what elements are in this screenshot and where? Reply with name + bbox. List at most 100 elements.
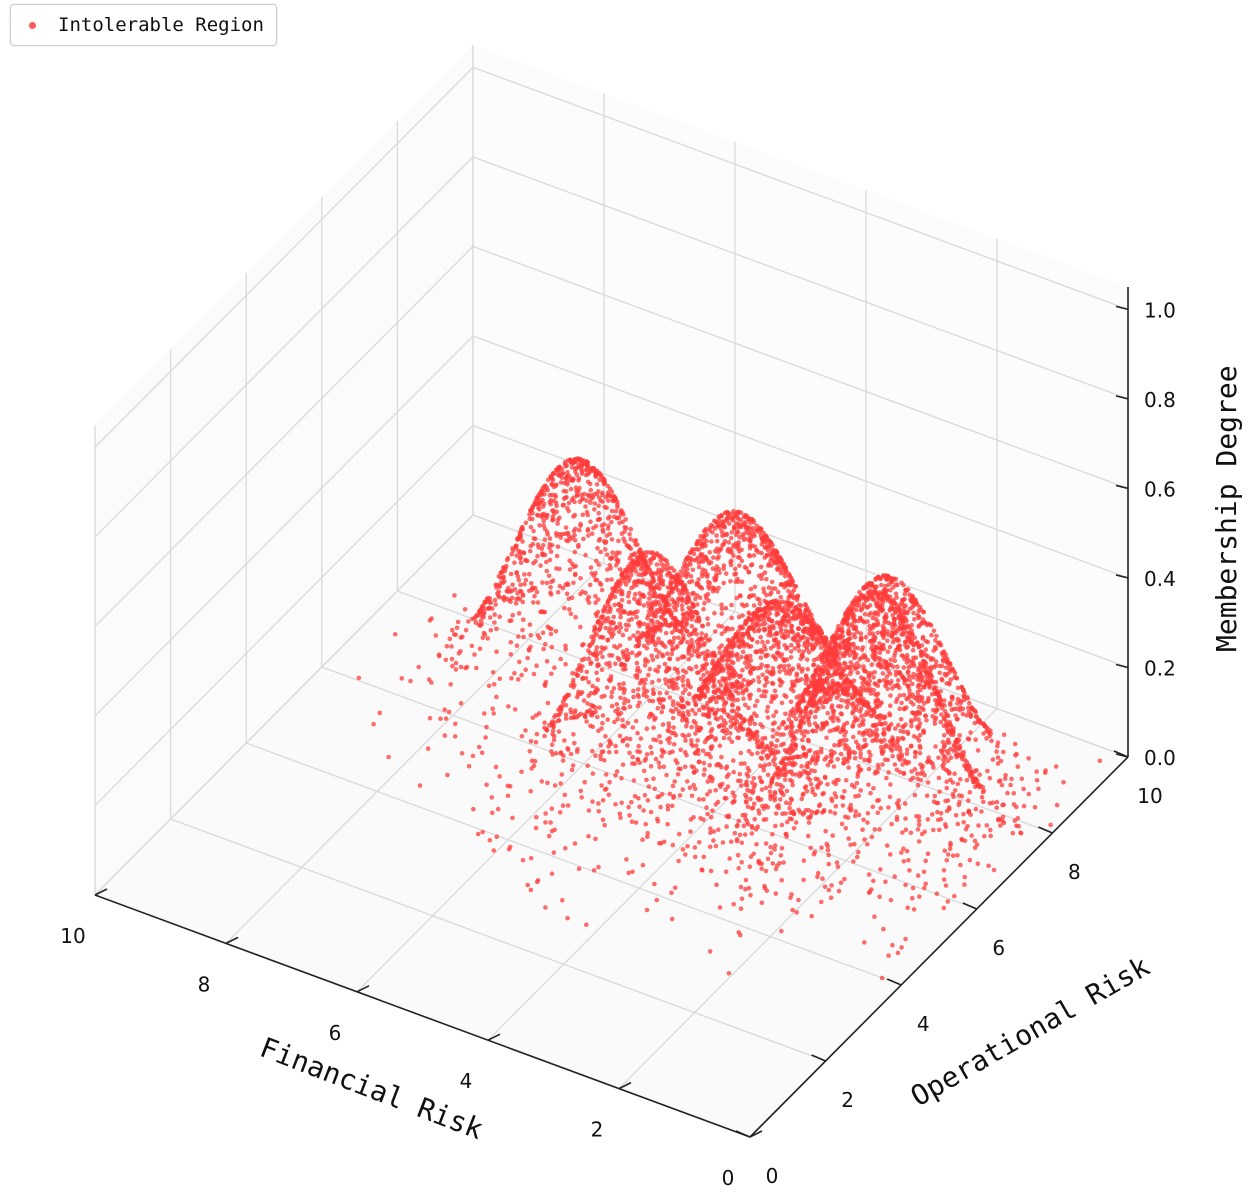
scatter-point: [740, 625, 746, 631]
scatter-point: [747, 611, 752, 617]
scatter-point: [781, 732, 786, 737]
scatter-point: [599, 667, 605, 673]
scatter-point: [665, 821, 670, 827]
scatter-point: [572, 841, 578, 846]
scatter-point: [728, 562, 734, 568]
scatter-point: [775, 589, 781, 595]
scatter-point: [759, 576, 764, 582]
scatter-point: [869, 671, 874, 676]
scatter-point: [696, 560, 702, 565]
scatter-point: [606, 523, 611, 529]
scatter-point: [509, 676, 514, 681]
scatter-point: [738, 593, 743, 599]
scatter-point: [571, 715, 576, 720]
scatter-point: [599, 783, 604, 788]
scatter-point: [803, 680, 809, 686]
scatter-point: [772, 762, 778, 767]
scatter-point: [625, 743, 630, 748]
scatter-point: [621, 662, 627, 668]
scatter-point: [790, 709, 795, 715]
scatter-point: [523, 520, 529, 526]
scatter-point: [737, 563, 742, 568]
scatter-point: [1053, 764, 1059, 769]
scatter-point: [694, 727, 700, 733]
scatter-point: [694, 631, 699, 637]
scatter-point: [707, 525, 712, 531]
scatter-point: [763, 653, 769, 658]
scatter-point: [618, 815, 623, 820]
scatter-point: [652, 642, 658, 648]
scatter-point: [570, 478, 576, 484]
scatter-point: [626, 590, 632, 596]
scatter-point: [595, 714, 600, 720]
scatter-point: [585, 526, 591, 532]
scatter-point: [627, 636, 633, 641]
scatter-point: [796, 648, 802, 653]
scatter-point: [600, 499, 605, 504]
scatter-point: [577, 527, 582, 533]
scatter-point: [881, 635, 886, 640]
scatter-point: [675, 670, 681, 675]
scatter-point: [770, 653, 776, 659]
floor-grid-line-x: [618, 708, 998, 1090]
scatter-point: [599, 587, 605, 593]
scatter-point: [699, 631, 704, 636]
scatter-point: [487, 596, 493, 601]
scatter-point: [714, 589, 720, 594]
scatter-point: [790, 630, 796, 635]
scatter-point: [760, 736, 765, 741]
scatter-point: [671, 568, 677, 573]
scatter-point: [786, 595, 791, 600]
scatter-point: [885, 649, 891, 654]
scatter-point: [572, 537, 578, 543]
scatter-point: [580, 463, 585, 468]
scatter-point: [704, 704, 709, 709]
scatter-point: [1008, 782, 1013, 788]
scatter-point: [574, 749, 580, 755]
scatter-point: [735, 822, 740, 828]
scatter-point: [670, 699, 676, 704]
scatter-point: [620, 575, 625, 581]
scatter-point: [453, 660, 459, 666]
scatter-point: [472, 652, 477, 657]
scatter-point: [668, 708, 674, 713]
scatter-point: [445, 772, 450, 778]
scatter-point: [763, 762, 768, 768]
scatter-point: [707, 763, 712, 768]
scatter-point: [691, 815, 696, 820]
scatter-point: [600, 817, 606, 823]
scatter-point: [586, 533, 591, 538]
scatter-point: [781, 741, 786, 747]
scatter-point: [470, 753, 476, 759]
scatter-point: [715, 717, 720, 722]
scatter-point: [723, 605, 729, 611]
scatter-point: [660, 582, 666, 587]
scatter-point: [656, 650, 662, 655]
scatter-point: [695, 646, 700, 652]
scatter-point: [995, 761, 1001, 766]
scatter-point: [508, 589, 513, 594]
scatter-point: [1054, 802, 1060, 808]
scatter-point: [590, 799, 595, 804]
scatter-point: [736, 525, 741, 530]
scatter-point: [866, 782, 871, 788]
scatter-point: [508, 571, 514, 577]
scatter-point: [557, 515, 562, 520]
scatter-point: [518, 534, 523, 539]
scatter-point: [717, 645, 722, 651]
scatter-point: [598, 650, 603, 655]
scatter-point: [749, 636, 755, 642]
scatter-point: [837, 672, 843, 678]
scatter-point: [494, 834, 500, 839]
scatter-point: [547, 536, 553, 541]
scatter-point: [805, 636, 810, 642]
scatter-point: [519, 672, 524, 678]
scatter-point: [794, 597, 800, 603]
scatter-point: [921, 707, 926, 712]
scatter-point: [936, 755, 941, 761]
scatter-point: [546, 833, 552, 839]
scatter-point: [853, 794, 858, 799]
scatter-point: [885, 629, 890, 634]
scatter-point: [888, 662, 894, 668]
scatter-point: [495, 806, 501, 812]
